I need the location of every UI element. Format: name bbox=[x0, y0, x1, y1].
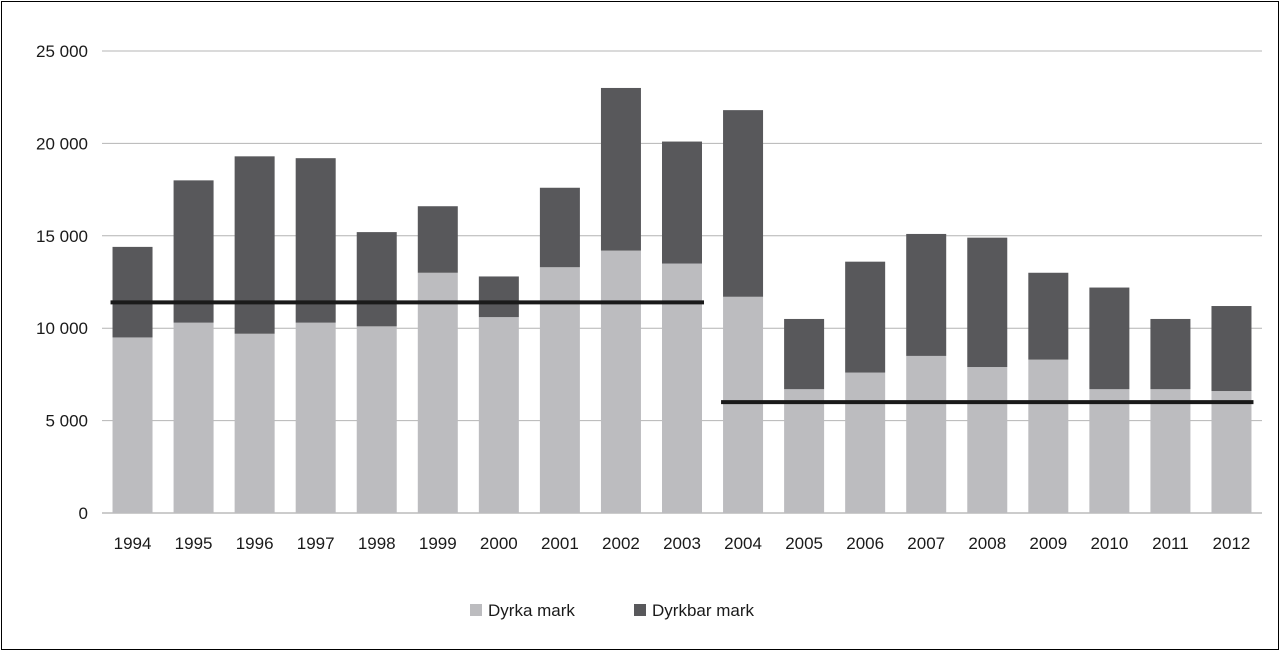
y-tick-label: 20 000 bbox=[36, 134, 88, 153]
x-tick-label: 1999 bbox=[419, 534, 457, 553]
reference-lines bbox=[110, 300, 1254, 405]
legend-swatch-dyrka-mark bbox=[470, 604, 482, 616]
x-tick-label: 2002 bbox=[602, 534, 640, 553]
x-tick-label: 2003 bbox=[663, 534, 701, 553]
bar-dyrka-mark bbox=[356, 326, 397, 513]
bar-dyrka-mark bbox=[1028, 359, 1069, 513]
y-tick-label: 5 000 bbox=[45, 412, 88, 431]
x-tick-label: 2006 bbox=[846, 534, 884, 553]
y-axis-tick-labels: 0 5 000 10 000 15 000 20 000 25 000 bbox=[36, 42, 88, 523]
bar-dyrkbar-mark bbox=[112, 246, 153, 338]
bars bbox=[112, 87, 1252, 514]
bar-dyrka-mark bbox=[234, 333, 275, 513]
x-tick-label: 2012 bbox=[1213, 534, 1251, 553]
x-tick-label: 2001 bbox=[541, 534, 579, 553]
bar-dyrka-mark bbox=[1150, 389, 1191, 513]
bar-dyrkbar-mark bbox=[478, 276, 519, 318]
x-tick-label: 1995 bbox=[175, 534, 213, 553]
legend: Dyrka mark Dyrkbar mark bbox=[470, 601, 755, 620]
bar-dyrkbar-mark bbox=[723, 110, 764, 297]
x-tick-label: 1994 bbox=[114, 534, 152, 553]
bar-dyrkbar-mark bbox=[539, 187, 580, 268]
x-tick-label: 2007 bbox=[907, 534, 945, 553]
bar-dyrkbar-mark bbox=[600, 87, 641, 251]
legend-swatch-dyrkbar-mark bbox=[634, 604, 646, 616]
bar-dyrkbar-mark bbox=[417, 206, 458, 273]
bar-dyrka-mark bbox=[478, 317, 519, 513]
bar-dyrkbar-mark bbox=[967, 237, 1008, 368]
y-tick-label: 15 000 bbox=[36, 227, 88, 246]
bar-dyrka-mark bbox=[845, 372, 886, 513]
legend-label-dyrka-mark: Dyrka mark bbox=[488, 601, 575, 620]
x-tick-label: 2005 bbox=[785, 534, 823, 553]
x-tick-label: 1998 bbox=[358, 534, 396, 553]
x-tick-label: 2000 bbox=[480, 534, 518, 553]
x-tick-label: 1996 bbox=[236, 534, 274, 553]
bar-dyrka-mark bbox=[1211, 391, 1252, 513]
bar-dyrkbar-mark bbox=[1150, 318, 1191, 390]
bar-dyrka-mark bbox=[417, 272, 458, 513]
bar-dyrka-mark bbox=[906, 355, 947, 513]
bar-dyrka-mark bbox=[784, 389, 825, 513]
bar-dyrka-mark bbox=[600, 250, 641, 514]
bar-dyrkbar-mark bbox=[784, 318, 825, 390]
x-tick-label: 2004 bbox=[724, 534, 762, 553]
x-tick-label: 2010 bbox=[1090, 534, 1128, 553]
x-axis-tick-labels: 1994 1995 1996 1997 1998 1999 2000 2001 2002 2003… bbox=[114, 534, 1251, 553]
bar-dyrkbar-mark bbox=[1089, 287, 1130, 390]
bar-dyrka-mark bbox=[112, 337, 153, 513]
x-tick-label: 2009 bbox=[1029, 534, 1067, 553]
y-tick-label: 0 bbox=[79, 504, 88, 523]
x-tick-label: 2011 bbox=[1152, 534, 1189, 553]
bar-dyrkbar-mark bbox=[906, 233, 947, 356]
bar-dyrkbar-mark bbox=[1028, 272, 1069, 360]
bar-dyrka-mark bbox=[723, 296, 764, 513]
y-tick-label: 10 000 bbox=[36, 319, 88, 338]
bar-dyrka-mark bbox=[173, 322, 214, 513]
bar-dyrkbar-mark bbox=[845, 261, 886, 373]
bar-dyrka-mark bbox=[967, 367, 1008, 513]
bar-dyrkbar-mark bbox=[234, 156, 275, 334]
bar-dyrka-mark bbox=[662, 263, 702, 513]
bar-dyrka-mark bbox=[539, 267, 580, 513]
y-tick-label: 25 000 bbox=[36, 42, 88, 61]
legend-label-dyrkbar-mark: Dyrkbar mark bbox=[652, 601, 755, 620]
bar-dyrkbar-mark bbox=[295, 158, 336, 323]
bar-dyrkbar-mark bbox=[173, 180, 214, 323]
bar-dyrkbar-mark bbox=[1211, 306, 1252, 392]
bar-dyrka-mark bbox=[295, 322, 336, 513]
bar-dyrka-mark bbox=[1089, 389, 1130, 513]
bar-dyrkbar-mark bbox=[356, 232, 397, 327]
x-tick-label: 1997 bbox=[297, 534, 335, 553]
x-tick-label: 2008 bbox=[968, 534, 1006, 553]
bar-dyrkbar-mark bbox=[662, 141, 702, 264]
